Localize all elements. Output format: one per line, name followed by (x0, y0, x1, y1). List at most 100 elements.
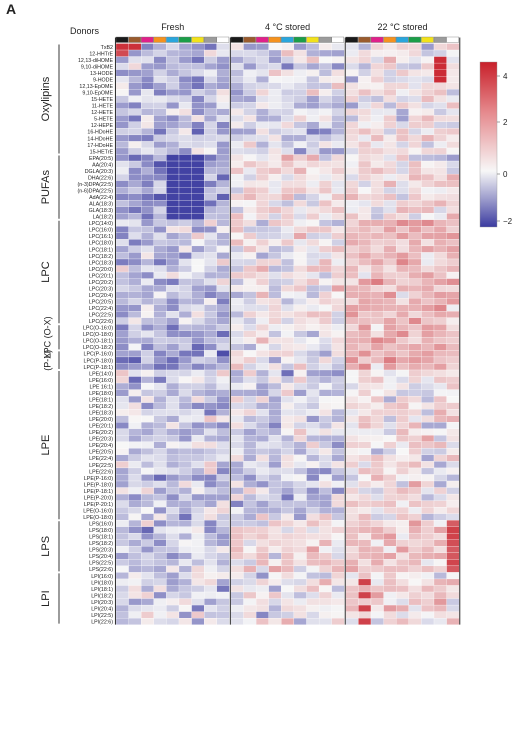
heatmap-cell (433, 252, 447, 260)
heatmap-cell (128, 258, 142, 266)
heatmap-cell (128, 284, 142, 292)
heatmap-cell (243, 376, 257, 384)
heatmap-cell (331, 343, 345, 351)
heatmap-cell (433, 493, 447, 501)
heatmap-cell (281, 363, 295, 371)
heatmap-cell (421, 480, 435, 488)
heatmap-cell (204, 49, 217, 57)
heatmap-cell (446, 108, 460, 116)
heatmap-cell (230, 206, 244, 214)
heatmap-cell (166, 474, 180, 482)
heatmap-cell (396, 304, 409, 312)
heatmap-cell (318, 219, 332, 227)
heatmap-cell (396, 493, 409, 501)
heatmap-cell (128, 128, 142, 136)
heatmap-cell (345, 507, 359, 514)
heatmap-cell (204, 95, 217, 103)
heatmap-cell (230, 356, 244, 364)
heatmap-cell (345, 206, 359, 214)
heatmap-cell (345, 69, 359, 77)
heatmap-cell (358, 435, 372, 442)
heatmap-cell (396, 376, 409, 384)
heatmap-cell (306, 533, 320, 540)
heatmap-cell (191, 578, 205, 586)
heatmap-cell (115, 382, 129, 390)
heatmap-cell (230, 239, 244, 247)
heatmap-cell (281, 591, 295, 599)
heatmap-cell (216, 337, 230, 345)
heatmap-cell (383, 356, 397, 364)
heatmap-cell (216, 539, 230, 547)
row-label: LPC(20:5) (89, 300, 113, 306)
heatmap-cell (396, 356, 409, 364)
heatmap-cell (268, 395, 282, 403)
heatmap-cell (153, 441, 167, 449)
heatmap-cell (433, 311, 447, 318)
heatmap-cell (370, 480, 384, 488)
heatmap-cell (318, 493, 332, 501)
heatmap-cell (178, 167, 192, 175)
heatmap-cell (433, 43, 447, 51)
heatmap-cell (281, 82, 295, 90)
heatmap-cell (153, 56, 167, 64)
heatmap-cell (370, 448, 384, 456)
heatmap-cell (216, 604, 230, 612)
heatmap-cell (204, 480, 217, 488)
heatmap-cell (216, 487, 230, 495)
heatmap-cell (128, 317, 142, 325)
heatmap-cell (115, 526, 129, 534)
heatmap-cell (268, 154, 282, 162)
heatmap-cell (370, 252, 384, 260)
row-label: ALA(18:3) (89, 202, 113, 208)
heatmap-cell (230, 591, 244, 599)
heatmap-cell (230, 382, 244, 390)
heatmap-cell (191, 376, 205, 384)
heatmap-cell (115, 513, 129, 521)
donor-swatch (318, 36, 332, 43)
heatmap-cell (396, 226, 409, 233)
heatmap-cell (306, 572, 320, 580)
heatmap-cell (255, 324, 269, 331)
row-label: LPE(20:2) (89, 430, 113, 436)
heatmap-cell (243, 49, 257, 57)
heatmap-cell (331, 356, 345, 364)
heatmap-cell (345, 389, 359, 397)
heatmap-cell (331, 167, 345, 175)
row-label: LPC(18:3) (89, 260, 113, 266)
heatmap-cell (166, 271, 180, 279)
heatmap-cell (178, 95, 192, 103)
heatmap-cell (281, 304, 295, 312)
donor-swatch (115, 36, 129, 43)
heatmap-cell (345, 533, 359, 540)
heatmap-cell (141, 193, 154, 201)
heatmap-cell (230, 271, 244, 279)
heatmap-cell (141, 435, 154, 442)
heatmap-cell (255, 160, 269, 168)
heatmap-cell (216, 559, 230, 567)
heatmap-cell (345, 239, 359, 247)
heatmap-cell (358, 311, 372, 318)
heatmap-cell (230, 467, 244, 475)
heatmap-cell (191, 487, 205, 495)
heatmap-cell (128, 147, 142, 155)
heatmap-cell (243, 173, 257, 181)
heatmap-cell (243, 187, 257, 194)
heatmap-cell (383, 304, 397, 312)
heatmap-cell (243, 317, 257, 325)
heatmap-cell (255, 526, 269, 534)
heatmap-cell (255, 245, 269, 253)
heatmap-cell (243, 252, 257, 260)
heatmap-cell (293, 520, 307, 527)
heatmap-cell (243, 245, 257, 253)
heatmap-cell (345, 467, 359, 475)
heatmap-cell (115, 350, 129, 358)
heatmap-cell (345, 154, 359, 162)
heatmap-cell (153, 239, 167, 247)
heatmap-cell (153, 115, 167, 122)
heatmap-cell (358, 376, 372, 384)
heatmap-cell (358, 454, 372, 462)
heatmap-cell (255, 356, 269, 364)
heatmap-cell (255, 611, 269, 619)
heatmap-cell (191, 572, 205, 580)
heatmap-cell (230, 200, 244, 207)
